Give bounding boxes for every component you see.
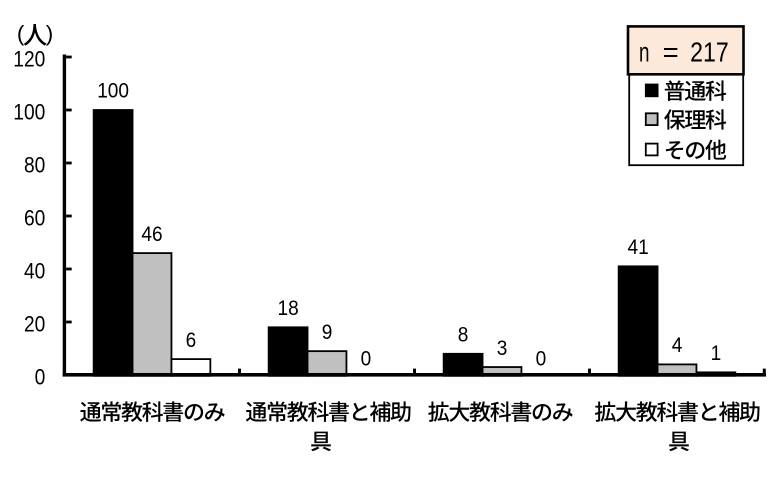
svg-text:n: n — [639, 37, 650, 68]
svg-text:1: 1 — [711, 341, 722, 365]
svg-text:): ) — [46, 21, 54, 46]
svg-text:18: 18 — [278, 296, 299, 320]
svg-text:217: 217 — [690, 37, 729, 68]
svg-text:0: 0 — [361, 347, 372, 371]
svg-text:3: 3 — [497, 336, 508, 360]
svg-text:60: 60 — [24, 205, 45, 230]
svg-text:41: 41 — [628, 235, 649, 259]
svg-text:(: ( — [17, 21, 25, 46]
svg-text:120: 120 — [13, 46, 45, 71]
svg-text:=: = — [663, 37, 679, 68]
svg-text:80: 80 — [24, 152, 45, 177]
svg-text:4: 4 — [672, 333, 683, 357]
svg-text:20: 20 — [24, 311, 45, 336]
svg-text:100: 100 — [97, 79, 129, 103]
svg-text:46: 46 — [141, 222, 162, 246]
svg-text:9: 9 — [322, 320, 333, 344]
svg-text:40: 40 — [24, 258, 45, 283]
svg-text:6: 6 — [186, 328, 197, 352]
svg-text:0: 0 — [35, 364, 46, 389]
svg-text:8: 8 — [458, 323, 469, 347]
svg-text:100: 100 — [13, 99, 45, 124]
svg-text:0: 0 — [536, 347, 547, 371]
